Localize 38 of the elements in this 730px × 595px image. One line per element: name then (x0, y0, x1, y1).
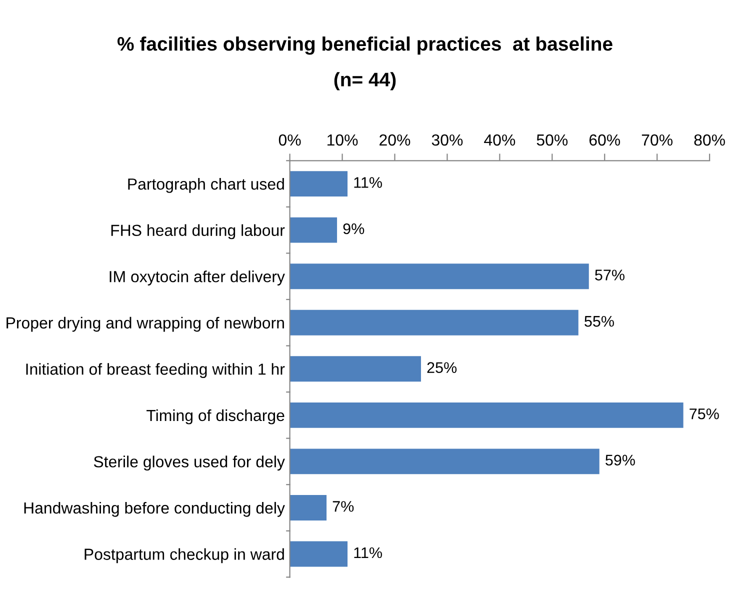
data-label: 57% (595, 270, 624, 280)
bar (290, 217, 338, 243)
x-tick-label: 50% (536, 134, 568, 146)
data-label: 9% (343, 223, 364, 234)
bar (290, 495, 327, 520)
y-tick-label: Proper drying and wrapping of newborn (6, 316, 284, 332)
y-tick-label: Timing of discharge (146, 409, 284, 424)
data-label: 7% (332, 501, 354, 512)
x-tick-label: 60% (589, 134, 620, 146)
x-tick-label: 70% (642, 134, 673, 146)
y-tick-label: Initiation of breast feeding within 1 hr (26, 363, 285, 378)
x-tick-label: 30% (432, 134, 463, 146)
data-label: 11% (354, 547, 382, 558)
bar (290, 310, 578, 336)
data-label: 75% (690, 408, 719, 420)
x-tick-label: 0% (278, 134, 301, 146)
y-tick-label: Partograph chart used (128, 178, 284, 193)
data-label: 59% (606, 454, 635, 466)
data-label: 11% (354, 177, 382, 188)
y-tick-label: Postpartum checkup in ward (84, 548, 284, 564)
y-tick-label: IM oxytocin after delivery (110, 270, 285, 286)
chart-title: % facilities observing beneficial practices at baseline (117, 36, 612, 55)
x-tick-label: 80% (694, 134, 725, 146)
y-tick-label: FHS heard during labour (111, 224, 285, 240)
bar (290, 448, 600, 474)
data-label: 25% (427, 362, 457, 373)
bar (290, 171, 348, 197)
y-tick-label: Handwashing before conducting dely (24, 502, 285, 517)
x-tick-label: 10% (328, 134, 358, 146)
x-tick-label: 40% (484, 134, 516, 146)
bar (290, 541, 348, 567)
chart-subtitle: (n= 44) (334, 72, 396, 90)
bar (290, 264, 589, 290)
bar (290, 356, 421, 382)
y-tick-label: Sterile gloves used for dely (94, 456, 285, 471)
bar (290, 402, 684, 428)
x-tick-label: 20% (380, 134, 410, 146)
data-label: 55% (584, 316, 614, 327)
